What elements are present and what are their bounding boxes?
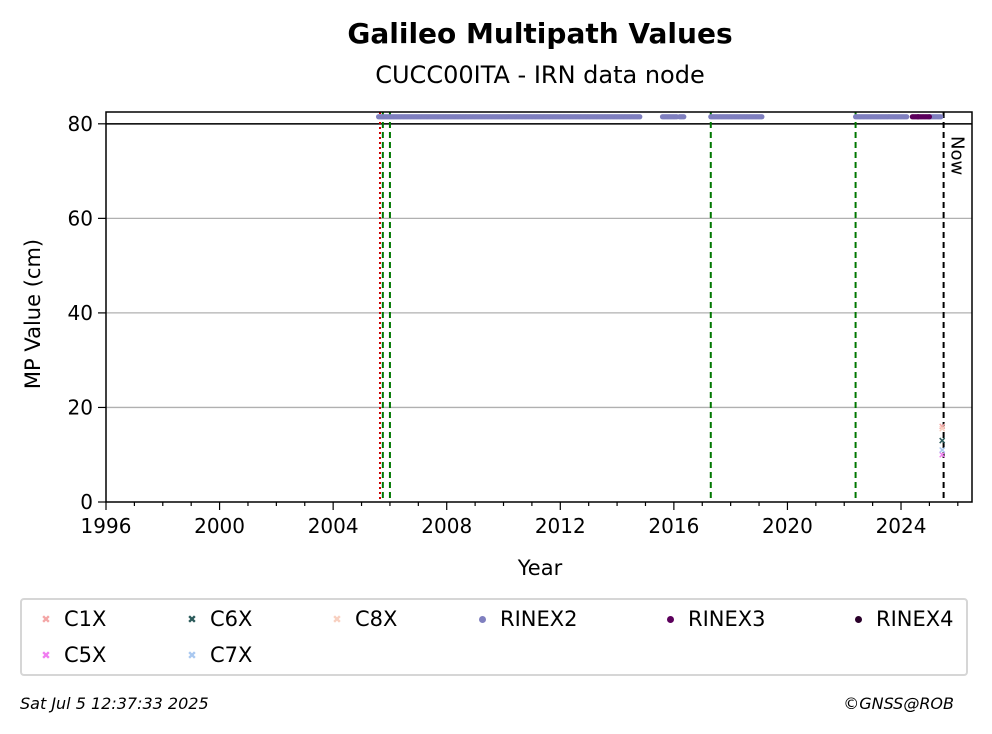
legend-label: RINEX4 bbox=[876, 607, 954, 631]
x-tick-label: 2004 bbox=[308, 514, 359, 538]
legend-label: RINEX3 bbox=[688, 607, 766, 631]
legend-label: C7X bbox=[210, 643, 253, 667]
legend-marker-icon: ✖ bbox=[187, 648, 197, 662]
axes: 1996 2000 2004 2008 2012 2016 2020 2024 0 20 40 60 8… bbox=[68, 111, 973, 538]
chart-title: Galileo Multipath Values bbox=[347, 17, 732, 50]
now-label: Now bbox=[947, 136, 968, 175]
legend-dot-icon bbox=[666, 615, 674, 623]
x-tick-label: 1996 bbox=[81, 514, 132, 538]
footer-copyright: ©GNSS@ROB bbox=[843, 694, 954, 713]
legend-marker-icon: ✖ bbox=[41, 648, 51, 662]
legend-marker-icon bbox=[660, 609, 680, 629]
x-tick-label: 2008 bbox=[421, 514, 472, 538]
data-point-rinex3 bbox=[926, 114, 933, 120]
legend-item-c5x: ✖ C5X bbox=[36, 643, 106, 667]
legend-marker-icon: ✖ bbox=[332, 612, 342, 626]
legend-marker-icon: ✖ bbox=[41, 612, 51, 626]
data-point-rinex2 bbox=[938, 114, 944, 120]
x-axis-label: Year bbox=[517, 556, 563, 580]
legend-dot-icon bbox=[854, 615, 862, 623]
y-tick-label: 0 bbox=[80, 490, 93, 514]
legend-marker-icon: ✖ bbox=[187, 612, 197, 626]
data-point-c8x bbox=[939, 425, 946, 432]
legend-item-rinex2: RINEX2 bbox=[472, 607, 578, 631]
grid-lines bbox=[106, 123, 972, 409]
legend-label: C5X bbox=[64, 643, 107, 667]
legend-dot-icon bbox=[478, 615, 486, 623]
data-point-rinex2 bbox=[681, 114, 687, 120]
legend-item-rinex3: RINEX3 bbox=[660, 607, 766, 631]
data-point-rinex2 bbox=[637, 114, 643, 120]
legend-label: C8X bbox=[355, 607, 398, 631]
y-tick-label: 60 bbox=[68, 206, 93, 230]
legend-item-c7x: ✖ C7X bbox=[182, 643, 252, 667]
data-point-c5x bbox=[939, 451, 946, 458]
x-tick-label: 2016 bbox=[648, 514, 699, 538]
legend-item-c1x: ✖ C1X bbox=[36, 607, 106, 631]
x-tick-label: 2024 bbox=[876, 514, 927, 538]
y-tick-label: 40 bbox=[68, 301, 93, 325]
chart-subtitle: CUCC00ITA - IRN data node bbox=[375, 61, 705, 89]
legend-marker-icon bbox=[472, 609, 492, 629]
x-tick-label: 2012 bbox=[535, 514, 586, 538]
data-point-c7x bbox=[939, 446, 946, 454]
legend-marker-icon bbox=[848, 609, 868, 629]
legend-item-rinex4: RINEX4 bbox=[848, 607, 954, 631]
legend-label: C1X bbox=[64, 607, 107, 631]
data-point-rinex2 bbox=[904, 114, 910, 120]
y-axis-label: MP Value (cm) bbox=[21, 239, 45, 389]
x-tick-label: 2000 bbox=[194, 514, 245, 538]
legend: ✖ C1X ✖ C6X ✖ C8X RINEX2 RINEX3 RINEX4 ✖ C5X ✖ C7X bbox=[20, 598, 968, 676]
footer-timestamp: Sat Jul 5 12:37:33 2025 bbox=[20, 694, 209, 713]
y-tick-label: 20 bbox=[68, 395, 93, 419]
x-tick-label: 2020 bbox=[762, 514, 813, 538]
legend-label: C6X bbox=[210, 607, 253, 631]
y-tick-label: 80 bbox=[68, 112, 93, 136]
chart-svg: Galileo Multipath Values CUCC00ITA - IRN… bbox=[21, 17, 973, 580]
legend-label: RINEX2 bbox=[500, 607, 578, 631]
data-point-rinex2 bbox=[759, 114, 765, 120]
vertical-marker-lines: Now bbox=[378, 112, 968, 502]
data-points bbox=[375, 114, 946, 458]
legend-item-c8x: ✖ C8X bbox=[327, 607, 397, 631]
legend-item-c6x: ✖ C6X bbox=[182, 607, 252, 631]
data-point-c6x bbox=[939, 437, 946, 444]
plot-frame bbox=[105, 111, 973, 503]
